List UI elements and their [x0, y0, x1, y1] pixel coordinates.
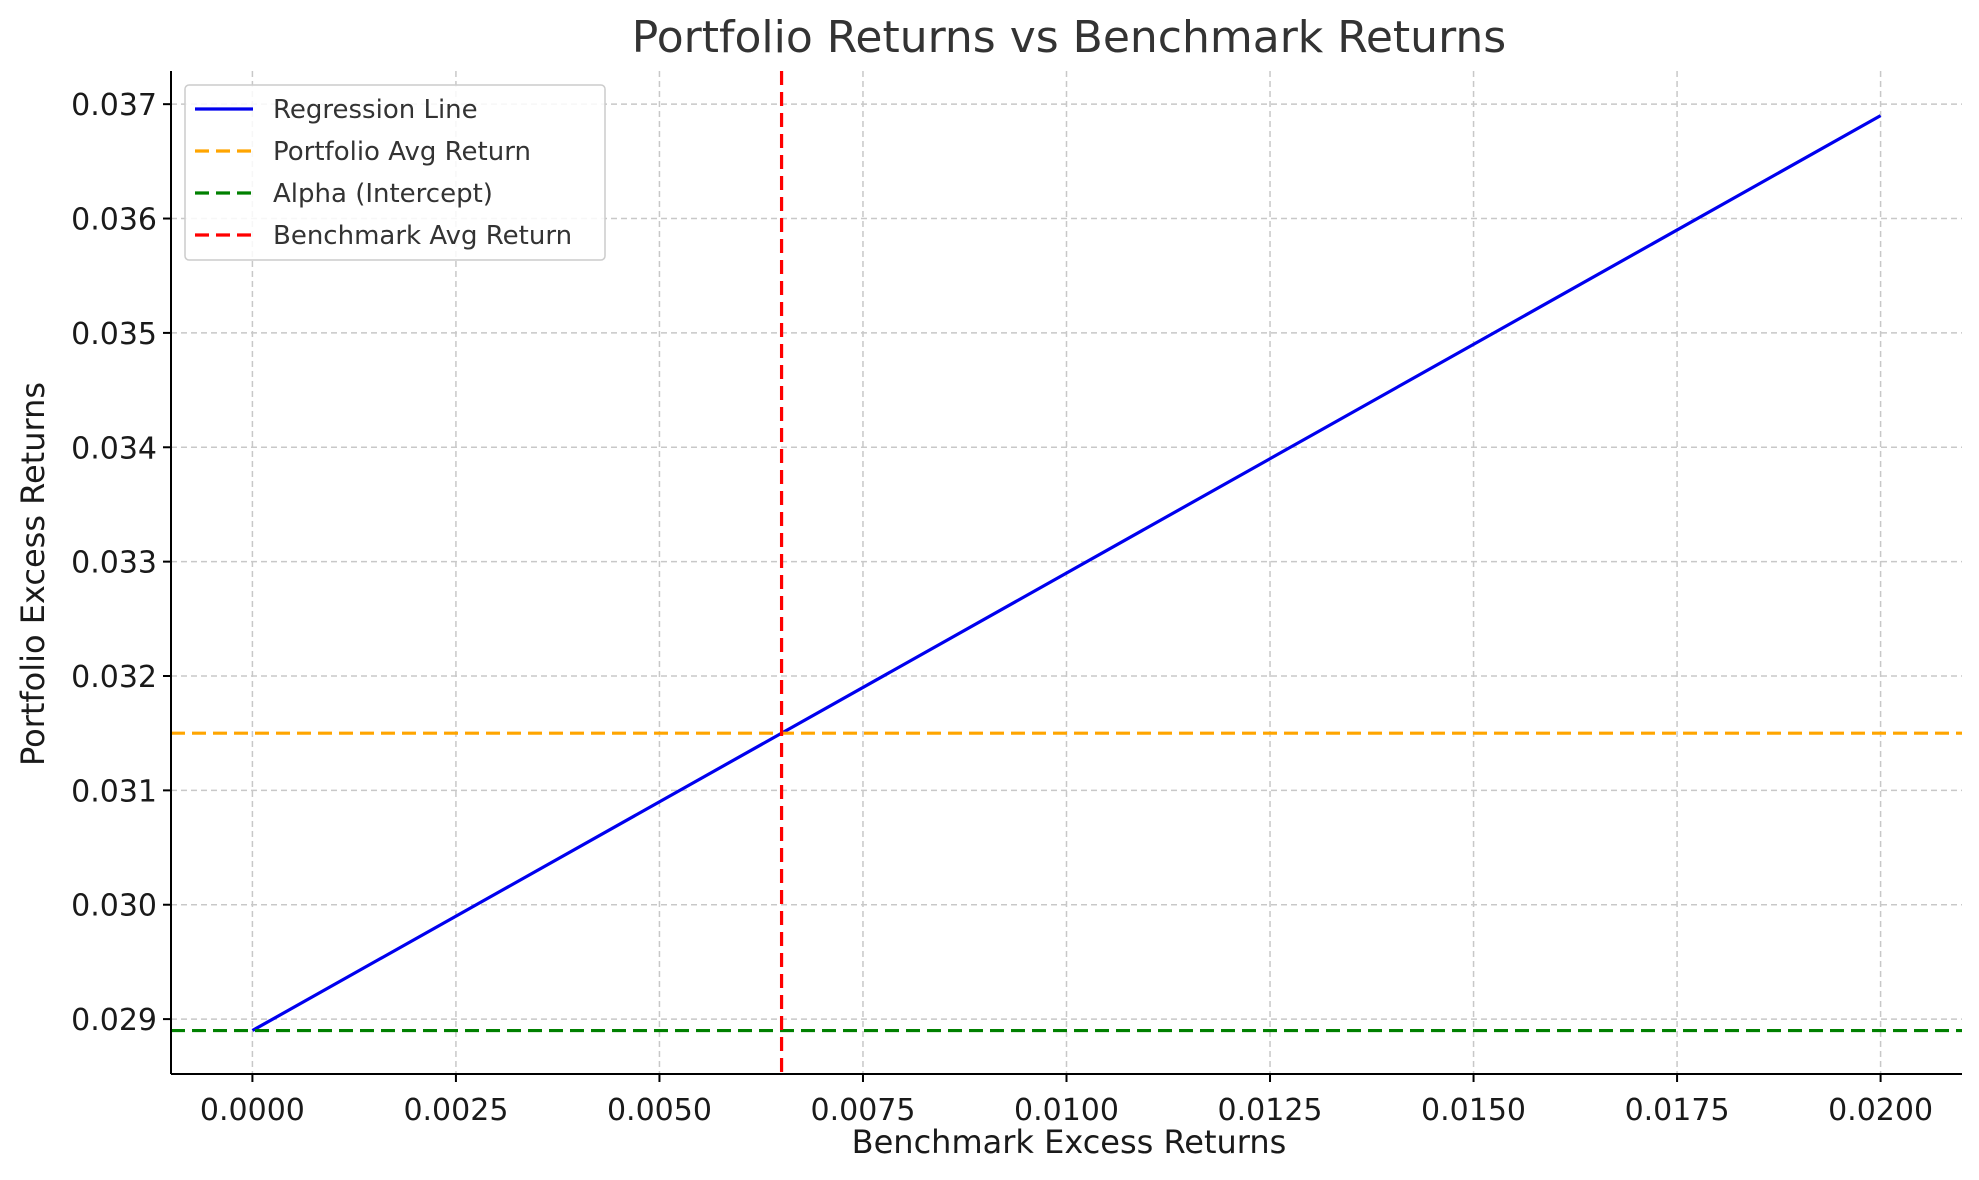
y-tick-label: 0.036 — [71, 203, 157, 238]
x-tick-label: 0.0100 — [1014, 1093, 1119, 1128]
series-regression-line — [251, 114, 1882, 1032]
y-tick-label: 0.029 — [71, 1003, 157, 1038]
y-tick-label: 0.034 — [71, 431, 157, 466]
x-axis-title: Benchmark Excess Returns — [852, 1123, 1287, 1161]
chart-title: Portfolio Returns vs Benchmark Returns — [632, 12, 1506, 63]
legend-label: Regression Line — [273, 95, 478, 125]
x-tick-label: 0.0000 — [200, 1093, 305, 1128]
y-tick-label: 0.031 — [71, 774, 157, 809]
y-tick-label: 0.032 — [71, 660, 157, 695]
y-tick-label: 0.035 — [71, 317, 157, 352]
legend-label: Portfolio Avg Return — [273, 137, 531, 167]
x-tick-label: 0.0075 — [810, 1093, 915, 1128]
y-tick-label: 0.037 — [71, 88, 157, 123]
x-tick-label: 0.0200 — [1828, 1093, 1933, 1128]
axes-layer: 0.0000 0.0025 0.0050 0.0075 0.0100 0.0125 0.01… — [71, 71, 1962, 1128]
legend-label: Alpha (Intercept) — [273, 179, 493, 209]
grid-layer — [171, 71, 1962, 1074]
legend-label: Benchmark Avg Return — [273, 221, 572, 251]
x-tick-label: 0.0050 — [607, 1093, 712, 1128]
legend-box — [184, 84, 606, 261]
y-tick-label: 0.030 — [71, 889, 157, 924]
x-tick-label: 0.0150 — [1421, 1093, 1526, 1128]
x-tick-label: 0.0175 — [1625, 1093, 1730, 1128]
series-layer — [171, 71, 1962, 1074]
x-tick-label: 0.0025 — [403, 1093, 508, 1128]
y-axis-title: Portfolio Excess Returns — [14, 382, 52, 766]
legend: Regression Line Portfolio Avg Return Alpha… — [184, 84, 606, 261]
x-tick-label: 0.0125 — [1218, 1093, 1323, 1128]
y-tick-label: 0.033 — [71, 546, 157, 581]
